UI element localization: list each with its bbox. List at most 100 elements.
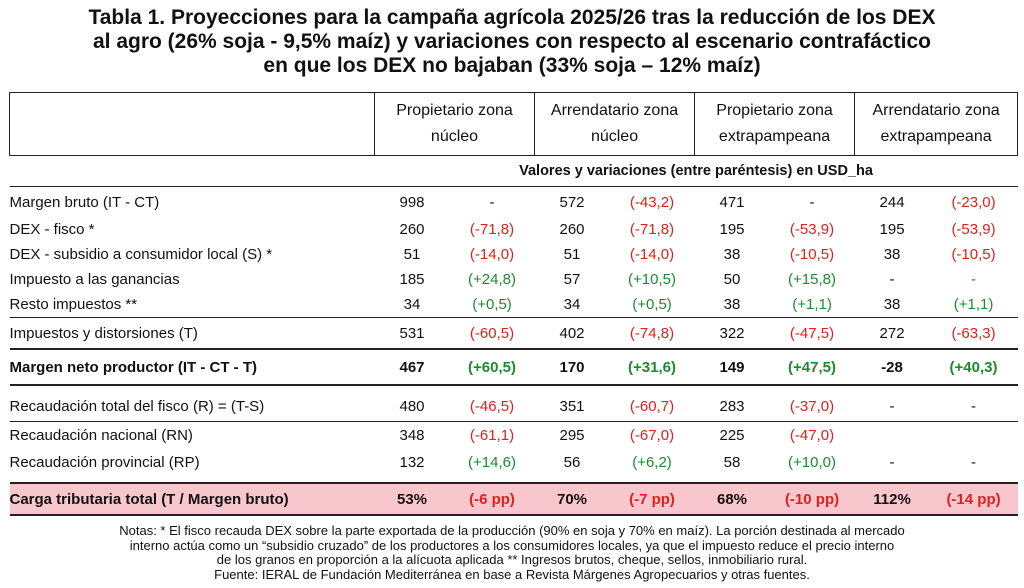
spacer-row [10,476,1018,483]
column-header-line: extrapampeana [718,128,831,145]
table-cell: 53% [374,482,450,516]
table-row-margen-bruto: Margen bruto (IT - CT) 998 - 572 (-43,2)… [10,187,1018,218]
table-cell: 195 [879,221,905,238]
table-cell: (-46,5) [469,398,515,415]
table-cell: (-60,5) [449,317,535,349]
table-cell: 195 [719,221,745,238]
table-cell: 295 [534,421,610,448]
table-cell: 998 [399,193,425,211]
table-cell: (+1,1) [792,296,832,313]
column-header-arrendatario-nucleo: Arrendatario zona núcleo [534,92,695,156]
header-empty-cell [9,92,375,156]
row-label: Carga tributaria total (T / Margen bruto… [9,482,375,516]
table-cell: -28 [854,348,930,386]
table-cell: 480 [399,398,425,415]
table-cell: (-71,8) [469,221,515,238]
table-cell: 57 [563,271,581,288]
table-cell: 132 [399,453,425,471]
table-cell: (+1,1) [953,296,994,313]
table-row-recaudacion-total: Recaudación total del fisco (R) = (T-S) … [10,392,1018,422]
notes-line-1: Notas: * El fisco recauda DEX sobre la p… [119,523,905,538]
table-cell: 38 [723,246,741,263]
units-row: Valores y variaciones (entre paréntesis)… [9,155,1018,187]
table-cell: 34 [403,296,421,313]
table-cell: (-14,0) [629,246,675,263]
row-label: Recaudación nacional (RN) [9,421,375,448]
table-cell: (-23,0) [951,193,996,211]
table-cell: (+14,6) [468,453,516,471]
table-cell: 38 [883,246,901,263]
table-row-dex-fisco: DEX - fisco * 260 (-71,8) 260 (-71,8) 19… [10,217,1018,242]
table-cell: 38 [883,296,901,313]
table-cell: (-6 pp) [449,482,535,516]
column-header-line: extrapampeana [880,128,992,145]
row-label: Impuesto a las ganancias [9,271,180,288]
table-cell: (-71,8) [629,221,675,238]
table-cell: (-47,5) [769,317,855,349]
table-cell: 572 [559,193,585,211]
table-cell: 402 [534,317,610,349]
row-label: Recaudación total del fisco (R) = (T-S) [9,398,265,415]
table-row-resto-impuestos: Resto impuestos ** 34 (+0,5) 34 (+0,5) 3… [10,292,1018,318]
table-cell: - [809,193,815,211]
row-label: Margen bruto (IT - CT) [9,193,160,211]
table-cell: (-53,9) [789,221,835,238]
table-cell: 225 [694,421,770,448]
table-cell: 58 [723,453,741,471]
table-cell: 467 [374,348,450,386]
table-cell: - [971,271,977,288]
title-line-3: en que los DEX no bajaban (33% soja – 12… [263,54,761,77]
title-line-1: Tabla 1. Proyecciones para la campaña ag… [88,6,936,29]
table-cell: 531 [374,317,450,349]
table-cell: (-60,7) [629,398,675,415]
table-cell: 38 [723,296,741,313]
table-cell: 322 [694,317,770,349]
table-cell: (+0,5) [632,296,672,313]
units-empty-cell [9,155,375,187]
table-cell: 51 [403,246,421,263]
source-line: Fuente: IERAL de Fundación Mediterránea … [214,566,810,582]
table-row-impuestos-distorsiones: Impuestos y distorsiones (T) 531 (-60,5)… [9,317,1018,349]
table-cell: (-14 pp) [929,482,1018,516]
table-cell: (-37,0) [789,398,835,415]
table-cell: (-74,8) [609,317,695,349]
table-cell: 56 [563,453,581,471]
table-cell: 112% [854,482,930,516]
table-cell: - [889,453,895,471]
table-notes: Notas: * El fisco recauda DEX sobre la p… [0,523,1024,582]
notes-line-3: de los granos en proporción a la alícuot… [216,552,808,567]
notes-line-2: interno actúa como un “subsidio cruzado”… [129,537,895,553]
column-header-propietario-nucleo: Propietario zona núcleo [373,92,535,156]
row-label: DEX - subsidio a consumidor local (S) * [9,246,273,263]
table-cell: 351 [559,398,585,415]
table-cell: 50 [723,271,741,288]
table-cell: (+6,2) [632,453,672,471]
projections-table: Propietario zona núcleo Arrendatario zona… [9,92,1019,516]
table-cell: 185 [399,271,425,288]
table-cell: (-53,9) [951,221,996,238]
table-cell: (-67,0) [609,421,695,448]
table-cell: 260 [399,221,425,238]
table-cell: (-43,2) [629,193,675,211]
table-cell: (+40,3) [929,348,1018,386]
table-title: Tabla 1. Proyecciones para la campaña ag… [0,6,1024,78]
column-header-line: núcleo [590,128,639,145]
table-row-margen-neto: Margen neto productor (IT - CT - T) 467 … [9,348,1018,386]
table-cell: 348 [374,421,450,448]
table-cell: 170 [534,348,610,386]
table-cell: - [889,271,895,288]
column-header-line: Propietario zona [716,102,833,119]
spacer-cell [10,385,1018,392]
title-line-2: al agro (26% soja - 9,5% maíz) y variaci… [92,30,931,53]
table-cell: 51 [563,246,581,263]
table-cell: - [489,193,495,211]
table-cell: (-14,0) [469,246,515,263]
column-header-line: Arrendatario zona [872,102,1000,119]
table-cell: 283 [719,398,745,415]
row-label: Recaudación provincial (RP) [9,453,200,471]
table-cell: (+0,5) [472,296,512,313]
table-cell: (-47,0) [769,421,855,448]
table-cell: 34 [563,296,581,313]
table-cell: 244 [879,193,905,211]
table-row-carga-tributaria: Carga tributaria total (T / Margen bruto… [9,482,1018,516]
